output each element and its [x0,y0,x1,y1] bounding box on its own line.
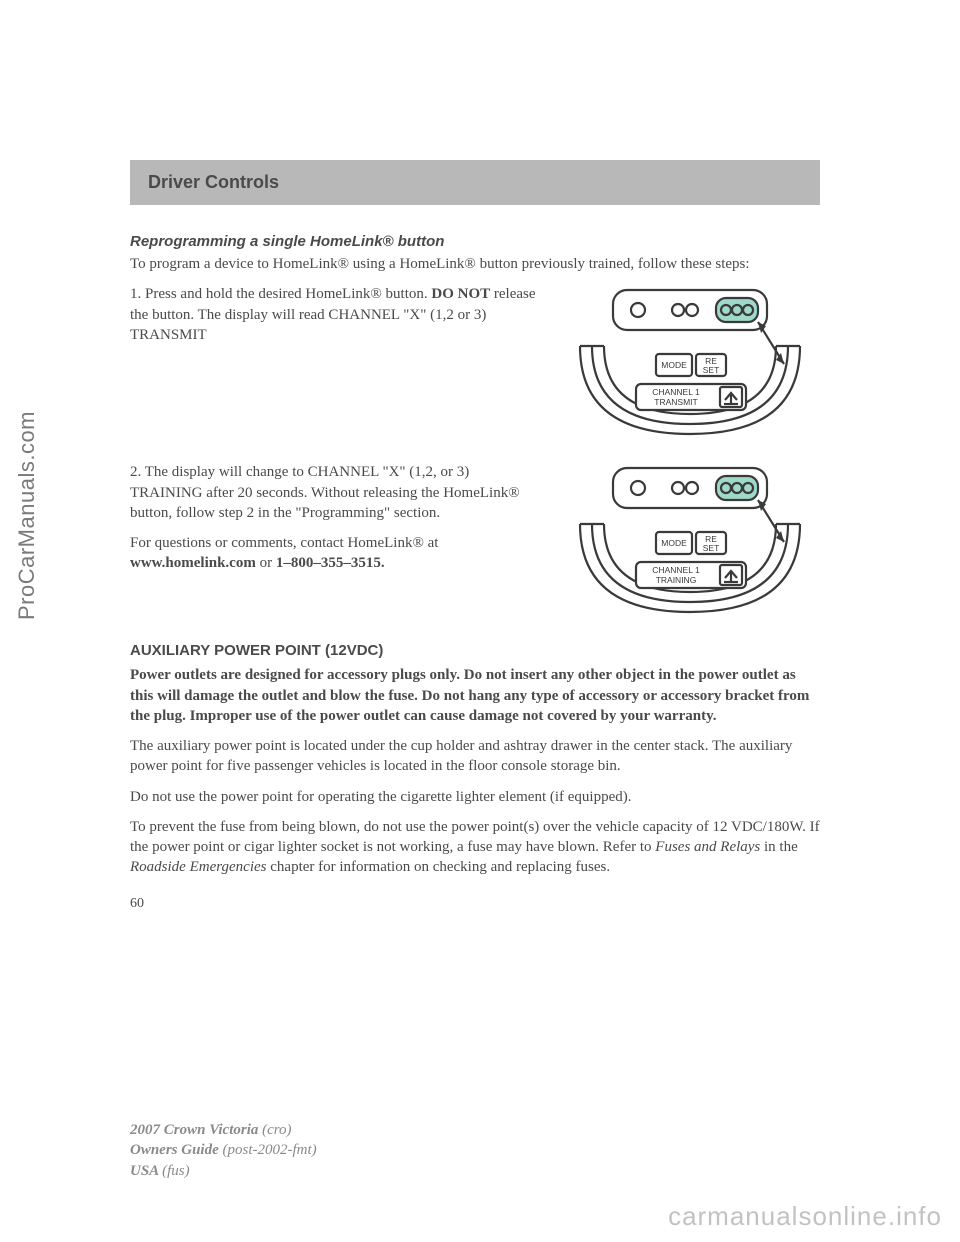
footer-l2b: (post-2002-fmt) [223,1142,317,1158]
diagram-training: MODE RE SET CHANNEL 1 TRAINING [560,462,820,622]
footer-l3b: (fus) [162,1163,190,1179]
step2-link: www.homelink.com [130,555,256,571]
watermark-left: ProCarManuals.com [14,411,40,620]
step2-p2-pre: For questions or comments, contact HomeL… [130,535,438,551]
aux-power-p3: To prevent the fuse from being blown, do… [130,817,820,878]
footer-l1b: (cro) [262,1122,291,1138]
reprogramming-subtitle: Reprogramming a single HomeLink® button [130,233,820,250]
d2-ch-line2: TRAINING [656,575,697,585]
watermark-bottom: carmanualsonline.info [668,1201,942,1232]
d1-ch-line2: TRANSMIT [654,397,697,407]
footer-l3a: USA [130,1163,162,1179]
p3-i2: Roadside Emergencies [130,859,267,875]
footer-l1a: 2007 Crown Victoria [130,1122,262,1138]
section-header-bar: Driver Controls [130,160,820,205]
step-2-text: 2. The display will change to CHANNEL "X… [130,462,540,583]
diagram-transmit: MODE RE SET CHANNEL 1 TRANSMIT [560,284,820,444]
reprogramming-intro: To program a device to HomeLink® using a… [130,254,820,274]
step-2-row: 2. The display will change to CHANNEL "X… [130,462,820,622]
p3-mid: in the [760,839,798,855]
footer-block: 2007 Crown Victoria (cro) Owners Guide (… [130,1120,317,1181]
d2-ch-line1: CHANNEL 1 [652,565,700,575]
aux-power-p1: The auxiliary power point is located und… [130,736,820,777]
aux-power-warning: Power outlets are designed for accessory… [130,665,820,726]
section-header-title: Driver Controls [148,172,802,193]
d2-reset-bot: SET [703,543,720,553]
d1-ch-line1: CHANNEL 1 [652,387,700,397]
footer-l2a: Owners Guide [130,1142,223,1158]
page-number: 60 [130,896,820,912]
d1-mode-label: MODE [661,360,687,370]
step2-p1: 2. The display will change to CHANNEL "X… [130,462,540,523]
p3-i1: Fuses and Relays [655,839,760,855]
step2-p2-mid: or [256,555,276,571]
d2-mode-label: MODE [661,538,687,548]
d1-reset-bot: SET [703,365,720,375]
p3-post: chapter for information on checking and … [267,859,611,875]
step2-phone: 1–800–355–3515. [276,555,385,571]
aux-power-p2: Do not use the power point for operating… [130,787,820,807]
page-content: Driver Controls Reprogramming a single H… [130,160,820,912]
step1-pre: 1. Press and hold the desired HomeLink® … [130,286,431,302]
step-1-row: 1. Press and hold the desired HomeLink® … [130,284,820,444]
step-1-text: 1. Press and hold the desired HomeLink® … [130,284,540,355]
step1-donot: DO NOT [431,286,490,302]
aux-power-heading: AUXILIARY POWER POINT (12VDC) [130,642,820,659]
